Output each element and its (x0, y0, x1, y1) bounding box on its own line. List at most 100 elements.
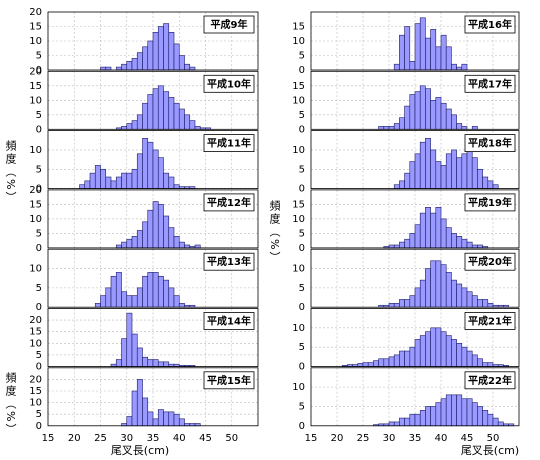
bar (445, 108, 452, 130)
y-tick-label: 10 (29, 264, 42, 275)
bar (404, 172, 411, 189)
panel: 0 5 10 平成13年 (29, 248, 259, 313)
x-tick-label: 40 (173, 433, 186, 444)
bar (409, 413, 416, 427)
y-tick-label: 5 (299, 228, 305, 239)
plot-frame (310, 367, 520, 427)
bar (456, 394, 463, 427)
bar (157, 157, 164, 189)
y-tick-label: 5 (299, 51, 305, 62)
plot-frame (310, 189, 520, 249)
panel: 0 5 10 15 平成17年 (292, 70, 520, 135)
bar (414, 413, 421, 427)
y-tick-label: 20 (29, 315, 42, 326)
bar (425, 138, 431, 189)
bar (184, 63, 191, 71)
bar (471, 244, 478, 249)
y-tick-label: 10 (29, 95, 42, 106)
bar (425, 207, 431, 249)
bar (115, 66, 122, 71)
y-tick-label: 5 (36, 164, 42, 175)
bar (152, 88, 159, 130)
y-tick-label: 0 (299, 184, 305, 195)
panel-title-box (464, 193, 516, 212)
bar (471, 295, 478, 308)
bar (482, 299, 489, 308)
bar (393, 354, 400, 367)
y-tick-label: 5 (36, 283, 42, 294)
bar (399, 117, 405, 130)
panel-title: 平成9年 (211, 18, 248, 31)
panel-title: 平成18年 (468, 137, 512, 150)
bar (456, 342, 463, 367)
panel: 0 5 10 15 20 平成12年 (29, 185, 259, 254)
bar (430, 100, 437, 130)
bar (440, 218, 447, 249)
panel: 0 5 10 15 平成19年 (292, 189, 520, 254)
bar (136, 153, 143, 189)
bar (110, 180, 117, 189)
bar (440, 331, 447, 367)
bar (184, 114, 191, 130)
panel: 0 5 10 平成11年 (29, 130, 259, 195)
y-tick-label: 15 (29, 81, 42, 92)
bar (425, 268, 431, 308)
bar (168, 287, 175, 308)
bar (142, 221, 149, 249)
bar (388, 303, 395, 308)
bar (388, 421, 395, 427)
x-tick-label: 50 (225, 433, 238, 444)
bar (399, 180, 405, 189)
bar (435, 207, 442, 249)
bar (173, 102, 180, 130)
bar (163, 361, 170, 367)
x-tick-label: 45 (199, 433, 212, 444)
bar (497, 421, 504, 427)
bar (168, 176, 175, 189)
bar (157, 26, 164, 71)
panel-title: 平成17年 (468, 77, 512, 90)
bar (440, 34, 447, 71)
y-tick-label: 0 (299, 362, 305, 373)
panel-title: 平成10年 (207, 77, 251, 90)
bar (466, 398, 473, 427)
bar (435, 327, 442, 367)
bar (383, 358, 390, 367)
bar (131, 58, 138, 71)
bar (100, 168, 107, 189)
plot-frame (310, 70, 520, 130)
bar (440, 165, 447, 189)
bar (105, 66, 112, 71)
y-tick-label: 5 (36, 110, 42, 121)
panel: 0 5 10 平成21年 (292, 308, 520, 373)
bar (399, 350, 405, 367)
bar (430, 406, 437, 427)
bar (414, 224, 421, 249)
bar (388, 244, 395, 249)
bar (173, 184, 180, 189)
y-tick-label: 10 (29, 145, 42, 156)
y-tick-label: 20 (29, 7, 42, 18)
x-axis-label: 尾叉長(cm) (461, 444, 519, 457)
plot-frame (310, 11, 520, 71)
bar (147, 40, 154, 71)
bar (121, 172, 128, 189)
bar (440, 102, 447, 130)
panel-title-box (203, 371, 255, 390)
bar (115, 176, 122, 189)
bar (430, 212, 437, 249)
bar (362, 362, 369, 367)
bar (157, 275, 164, 308)
bar (373, 360, 379, 367)
bar (451, 339, 457, 367)
plot-frame (47, 308, 259, 367)
y-axis-label: 頻度（%） (4, 371, 17, 437)
bar (445, 272, 452, 308)
bar (121, 63, 128, 71)
y-tick-label: 0 (36, 362, 42, 373)
bar (399, 34, 405, 71)
bar (367, 362, 374, 367)
panel-title-box (203, 193, 255, 212)
